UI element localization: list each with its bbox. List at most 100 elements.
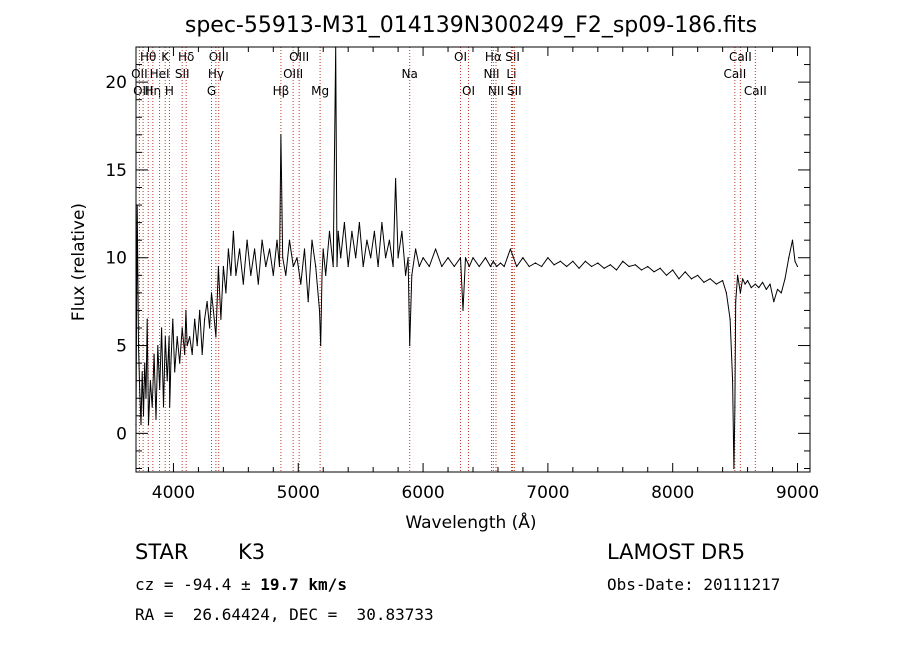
data-point [468,265,470,268]
data-point [157,344,159,347]
data-point [215,336,217,338]
data-point [422,257,424,259]
data-point [209,327,211,329]
data-point [499,262,502,264]
data-point [230,274,232,276]
data-point [181,327,183,329]
data-point [484,257,487,259]
data-point [328,230,331,233]
data-point [547,257,549,259]
data-point [509,248,512,250]
data-point [409,344,411,347]
data-point [541,265,543,268]
line-label-14: OIII [283,67,303,81]
data-point [191,353,193,355]
data-point [315,265,317,268]
obs-date: Obs-Date: 20111217 [607,575,781,594]
x-tick-label: 6000 [401,483,444,503]
data-point [169,406,171,408]
line-label-17: OI [454,50,467,64]
data-point [282,257,284,259]
x-tick-label: 8000 [651,483,694,503]
data-point [140,423,142,426]
y-tick-label: 20 [105,73,127,93]
data-point [776,288,779,290]
data-point [653,271,655,273]
data-point [584,260,586,262]
data-point [336,265,338,268]
data-point [478,265,480,268]
data-point [737,274,739,276]
data-point [296,257,298,259]
data-point [257,283,259,285]
line-label-3: Hη [145,84,162,98]
data-point [522,257,524,259]
data-point [159,388,161,391]
data-point [796,265,799,268]
plot-frame [135,46,811,473]
line-label-23: NII [488,84,504,98]
data-point [566,265,568,268]
data-point [322,248,324,250]
data-point [184,353,186,355]
data-point [206,301,208,303]
data-point [603,267,605,269]
data-point [242,283,244,285]
data-point [725,292,727,294]
data-point [732,380,734,382]
data-point [578,267,580,269]
data-point [164,336,166,338]
data-point [678,278,680,280]
data-point [634,264,636,266]
data-point [388,239,390,241]
data-point [640,269,643,271]
data-point [392,265,394,268]
data-point [253,248,256,250]
line-label-0: Hθ [140,50,156,64]
data-point [320,344,322,347]
x-tick-label: 4000 [152,483,195,503]
data-point [362,265,364,268]
line-label-5: HeI [150,67,170,81]
cz-error: 19.7 [260,575,299,594]
data-point [366,239,368,241]
data-point [201,353,203,355]
data-point [534,262,537,264]
data-point [733,467,735,470]
data-point [307,301,309,303]
line-label-7: Hδ [178,50,194,64]
data-point [337,230,339,233]
data-point [147,423,150,426]
data-point [194,318,196,320]
data-point [788,257,790,259]
data-point [665,274,668,276]
chart-title: spec-55913-M31_014139N300249_F2_sp09-186… [185,13,757,38]
line-label-9: OIII [209,50,229,64]
data-point [690,278,693,280]
data-point [516,265,518,268]
data-point [355,257,357,259]
data-point [761,281,764,283]
data-point [172,318,174,320]
data-point [189,336,191,338]
line-label-8: SII [175,67,190,81]
data-point [453,265,455,268]
data-point [744,283,746,285]
data-point [210,292,213,294]
line-label-27: CaII [744,84,767,98]
line-label-24: SII [507,84,522,98]
data-point [261,239,263,241]
object-subclass: K3 [238,540,266,564]
y-tick-label: 5 [116,337,127,357]
data-point [590,265,593,268]
data-point [765,288,767,290]
data-point [280,134,282,136]
data-point [411,274,413,276]
data-point [232,230,234,233]
redshift-line: cz = -94.4 ± 19.7 km/s [135,575,347,594]
line-label-26: CaII [723,67,746,81]
data-point [734,406,736,408]
data-point [784,278,786,280]
data-point [212,309,214,312]
line-label-22: Li [506,67,516,81]
